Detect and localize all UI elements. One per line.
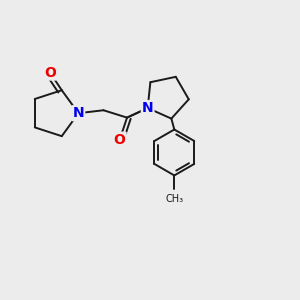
Text: O: O xyxy=(44,66,56,80)
Text: N: N xyxy=(142,101,154,115)
Text: N: N xyxy=(73,106,84,120)
Text: O: O xyxy=(114,133,126,147)
Text: CH₃: CH₃ xyxy=(165,194,183,204)
